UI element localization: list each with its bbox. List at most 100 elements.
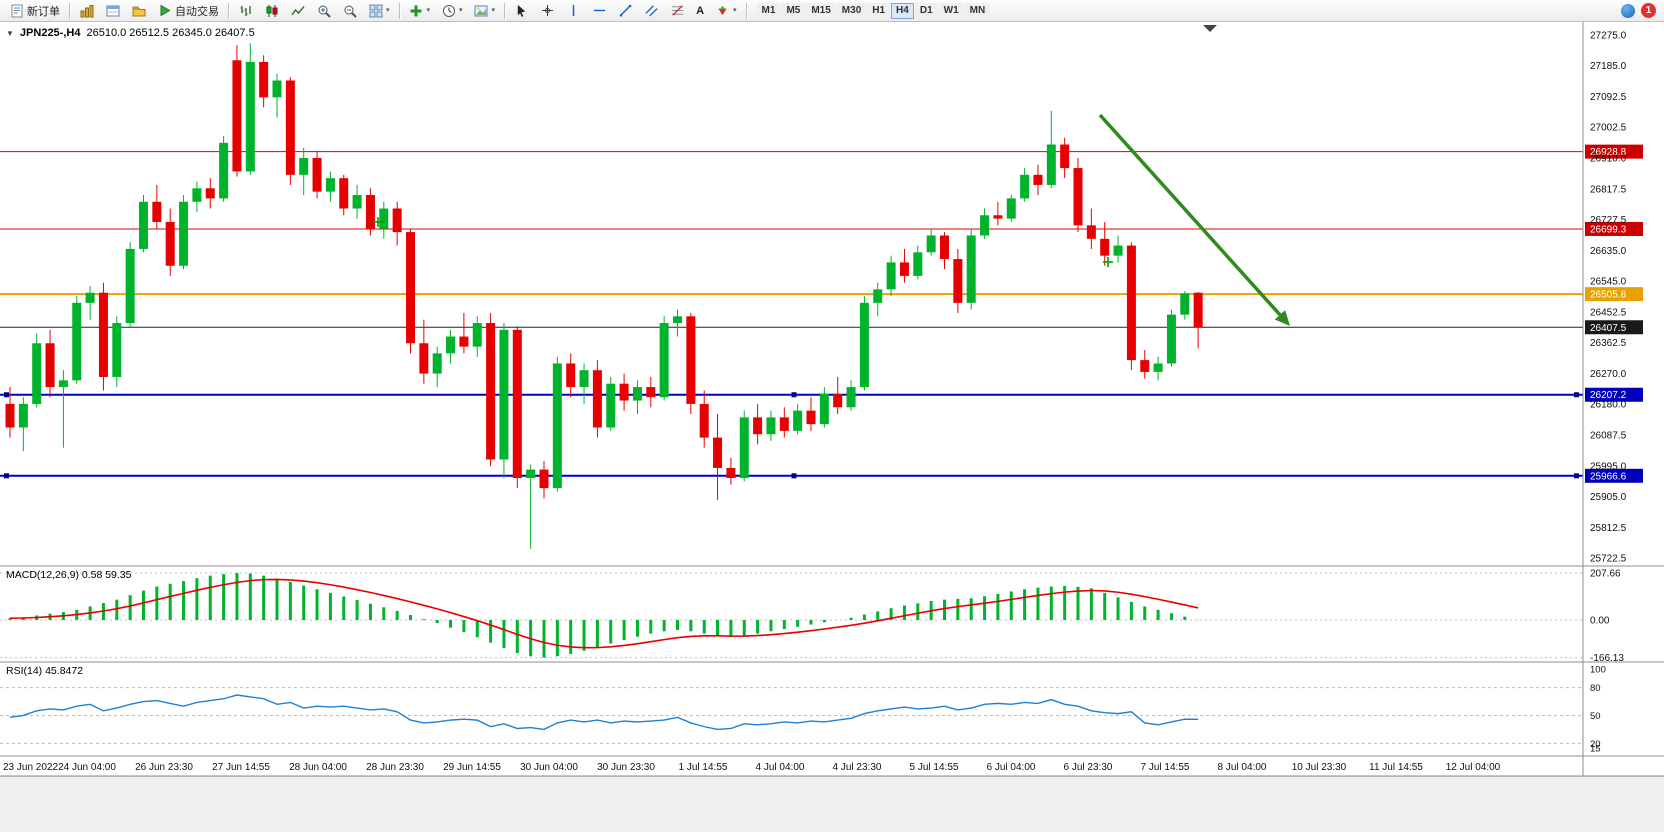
candle-body	[966, 235, 976, 303]
candle-body	[766, 417, 776, 435]
zoom-in-button[interactable]	[311, 1, 336, 20]
candlesticks	[5, 43, 1203, 549]
price-axis-label: 26362.5	[1590, 338, 1627, 349]
candle-body	[379, 208, 389, 229]
candle-body	[406, 232, 415, 344]
indicators-button[interactable]: ▾	[404, 1, 436, 20]
price-axis-label: 25995.0	[1590, 462, 1627, 473]
price-tag	[1585, 320, 1643, 335]
candle-body	[1020, 174, 1030, 199]
candle-body	[606, 383, 616, 428]
price-tag-text: 26407.5	[1590, 323, 1627, 334]
community-icon[interactable]	[1621, 3, 1635, 18]
line-chart-type-button[interactable]	[285, 1, 310, 20]
hline-tool-button[interactable]	[587, 1, 612, 20]
candle-body	[579, 370, 589, 388]
candle-body	[1006, 198, 1016, 219]
price-axis-label: 27092.5	[1590, 92, 1627, 103]
candle-body	[259, 61, 269, 98]
market-watch-button[interactable]	[74, 1, 99, 20]
line-selection-handle[interactable]	[791, 392, 797, 398]
vline-tool-button[interactable]	[561, 1, 586, 20]
new-order-label: 新订单	[27, 5, 60, 18]
timeframe-button-mn[interactable]: MN	[964, 2, 991, 19]
navigator-button[interactable]	[126, 1, 151, 20]
candle-body	[539, 469, 549, 489]
candle-body	[913, 252, 923, 276]
price-axis-label: 25812.5	[1590, 523, 1627, 534]
candle-body	[499, 329, 509, 460]
text-tool-button[interactable]: A	[691, 1, 709, 20]
bar-chart-type-button[interactable]	[233, 1, 258, 20]
candle-body	[392, 208, 402, 233]
candle-body	[112, 323, 122, 377]
date-axis-label: 8 Jul 04:00	[1218, 762, 1267, 773]
trendline-tool-button[interactable]	[613, 1, 638, 20]
timeframe-button-w1[interactable]: W1	[938, 2, 964, 19]
candle-body	[179, 201, 189, 266]
notification-badge[interactable]: 1	[1641, 3, 1656, 18]
trade-marker	[1103, 257, 1113, 267]
candle-chart-type-button[interactable]	[259, 1, 284, 20]
timeframe-button-m30[interactable]: M30	[836, 2, 867, 19]
timeframe-button-m1[interactable]: M1	[756, 2, 781, 19]
timeframe-button-m5[interactable]: M5	[781, 2, 806, 19]
caret-icon: ▾	[459, 7, 463, 14]
candle-body	[739, 417, 749, 479]
candle-body	[592, 370, 602, 428]
fibonacci-tool-button[interactable]	[665, 1, 690, 20]
caret-icon: ▾	[491, 7, 496, 14]
chart-area[interactable]: 26928.8 26699.3 26505.8 26407.5 26207.2 25966…	[0, 22, 1664, 776]
separator	[228, 2, 229, 19]
line-selection-handle[interactable]	[1574, 473, 1579, 479]
crosshair-tool-button[interactable]	[535, 1, 560, 20]
zoom-out-button[interactable]	[337, 1, 362, 20]
templates-button[interactable]: ▾	[469, 1, 501, 20]
market-watch-icon	[79, 3, 94, 18]
periods-clock-icon	[441, 3, 456, 18]
cursor-tool-button[interactable]	[509, 1, 534, 20]
candle-body	[1033, 174, 1043, 185]
price-axis-label: 26817.5	[1590, 185, 1627, 196]
channel-tool-button[interactable]	[639, 1, 664, 20]
chart-shift-marker[interactable]	[1203, 25, 1217, 32]
price-tag-text: 26699.3	[1590, 224, 1627, 235]
candle-body	[873, 289, 883, 303]
caret-icon: ▾	[426, 7, 431, 14]
tile-windows-button[interactable]: ▾	[363, 1, 395, 20]
new-order-button[interactable]: 新订单	[4, 1, 65, 20]
arrow-shapes-icon	[715, 3, 730, 18]
price-tag-text: 26928.8	[1590, 147, 1627, 158]
rsi-axis-label: 80	[1590, 683, 1601, 694]
candle-body	[58, 380, 68, 388]
candle-body	[339, 178, 349, 209]
auto-trading-button[interactable]: 自动交易	[152, 1, 224, 20]
timeframe-button-h1[interactable]: H1	[867, 2, 891, 19]
price-tag	[1585, 468, 1643, 483]
candle-body	[953, 259, 963, 303]
date-axis-label: 23 Jun 2022	[3, 762, 58, 773]
price-axis-label: 26545.0	[1590, 276, 1627, 287]
candle-body	[819, 393, 829, 425]
data-window-button[interactable]	[100, 1, 125, 20]
timeframe-button-d1[interactable]: D1	[914, 2, 938, 19]
candle-body	[846, 387, 856, 408]
candle-body	[72, 302, 82, 381]
timeframe-button-m15[interactable]: M15	[806, 2, 836, 19]
date-axis-label: 6 Jul 04:00	[987, 762, 1036, 773]
candle-body	[1166, 314, 1176, 364]
trend-arrow-annotation[interactable]	[1098, 113, 1290, 326]
arrows-tool-button[interactable]: ▾	[710, 1, 742, 20]
periods-button[interactable]: ▾	[436, 1, 468, 20]
candle-body	[219, 142, 229, 199]
line-selection-handle[interactable]	[1574, 392, 1579, 398]
line-selection-handle[interactable]	[4, 392, 9, 398]
candle-body	[32, 343, 42, 404]
line-selection-handle[interactable]	[791, 473, 797, 479]
price-axis-label: 26635.0	[1590, 246, 1627, 257]
timeframe-button-h4[interactable]: H4	[891, 2, 914, 19]
line-selection-handle[interactable]	[4, 473, 9, 479]
date-axis-label: 26 Jun 23:30	[135, 762, 193, 773]
chart-background[interactable]	[0, 22, 1664, 776]
date-axis-label: 30 Jun 23:30	[597, 762, 655, 773]
